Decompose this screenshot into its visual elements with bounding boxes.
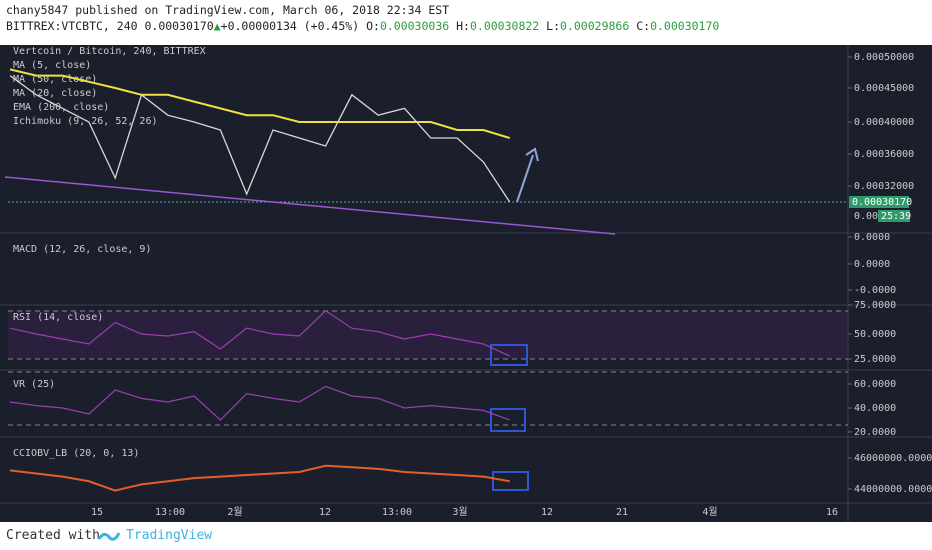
tick-label: 0.0000 [854,232,890,243]
legend: RSI (14, close) [13,312,103,323]
legend: MA (5, close) [13,60,91,71]
ema-line [9,68,510,139]
tick-label: 0.00050000 [854,52,914,63]
legend: VR (25) [13,379,55,390]
price-badge [849,196,909,208]
x-tick-label: 4월 [702,506,717,518]
x-tick-label: 16 [826,507,838,518]
tick-label: 44000000.0000 [854,484,932,495]
o-label: O: [366,19,380,33]
x-tick-label: 2월 [227,506,242,518]
rsi-line [9,310,510,357]
symbol: BITTREX:VTCBTC, 240 0.00030170 [6,19,214,33]
x-tick-label: 21 [616,507,628,518]
quote-line: BITTREX:VTCBTC, 240 0.00030170▲+0.000001… [6,19,719,33]
tick-label: 0.0000 [854,259,890,270]
trendline [4,176,616,235]
tick-label: 0.00032000 [854,181,914,192]
legend: MA (50, close) [13,74,97,85]
countdown-badge [878,210,910,222]
tick-label: -0.0000 [854,285,896,296]
tick-label: 75.0000 [854,300,896,311]
x-tick-label: 3월 [452,506,467,518]
legend: MACD (12, 26, close, 9) [13,244,151,255]
tick-label: 0.00040000 [854,117,914,128]
publish-info: chany5847 published on TradingView.com, … [6,3,450,17]
countdown: 25:39 [881,211,911,222]
logo [98,532,120,541]
cciobv-line [9,464,510,492]
change: +0.00000134 (+0.45%) [220,19,360,33]
low: 0.00029866 [560,19,630,33]
tick-label: 0.00036000 [854,149,914,160]
guide-lines [8,310,848,426]
up-arrow: ▲ [213,19,221,33]
tick-label: 46000000.0000 [854,453,932,464]
header: chany5847 published on TradingView.com, … [0,0,932,45]
legend: Vertcoin / Bitcoin, 240, BITTREX [13,46,206,57]
arrow-head [525,147,539,162]
open: 0.00030036 [379,19,450,33]
x-tick-label: 12 [541,507,553,518]
tick-label: 20.0000 [854,427,896,438]
last-price: 0.00030170 [852,197,912,208]
price-line [9,75,511,203]
footer: Created with TradingView [0,522,932,550]
vr-line [9,385,510,421]
high: 0.00030822 [469,19,540,33]
created-with: Created with [6,528,100,543]
tick-label: 0.00045000 [854,83,914,94]
tick-label: 0.000 [854,211,884,222]
legend: Ichimoku (9, 26, 52, 26) [13,116,158,127]
tick-label: 25.0000 [854,354,896,365]
x-tick-label: 12 [319,507,331,518]
panel-borders [0,45,932,522]
brand: TradingView [126,528,213,543]
h-label: H: [456,19,470,33]
arrow [516,154,534,203]
x-tick-label: 15 [91,507,103,518]
legend: CCIOBV_LB (20, 0, 13) [13,448,139,459]
highlight-boxes [490,344,529,491]
x-tick-label: 13:00 [155,507,185,518]
tick-label: 50.0000 [854,329,896,340]
background [0,45,932,522]
tick-label: 40.0000 [854,403,896,414]
legend: MA (20, close) [13,88,97,99]
c-label: C: [636,19,651,33]
l-label: L: [546,19,561,33]
tick-label: 60.0000 [854,379,896,390]
chart: Vertcoin / Bitcoin, 240, BITTREX MA (5, c… [0,45,932,522]
close: 0.00030170 [650,19,720,33]
x-tick-label: 13:00 [382,507,412,518]
